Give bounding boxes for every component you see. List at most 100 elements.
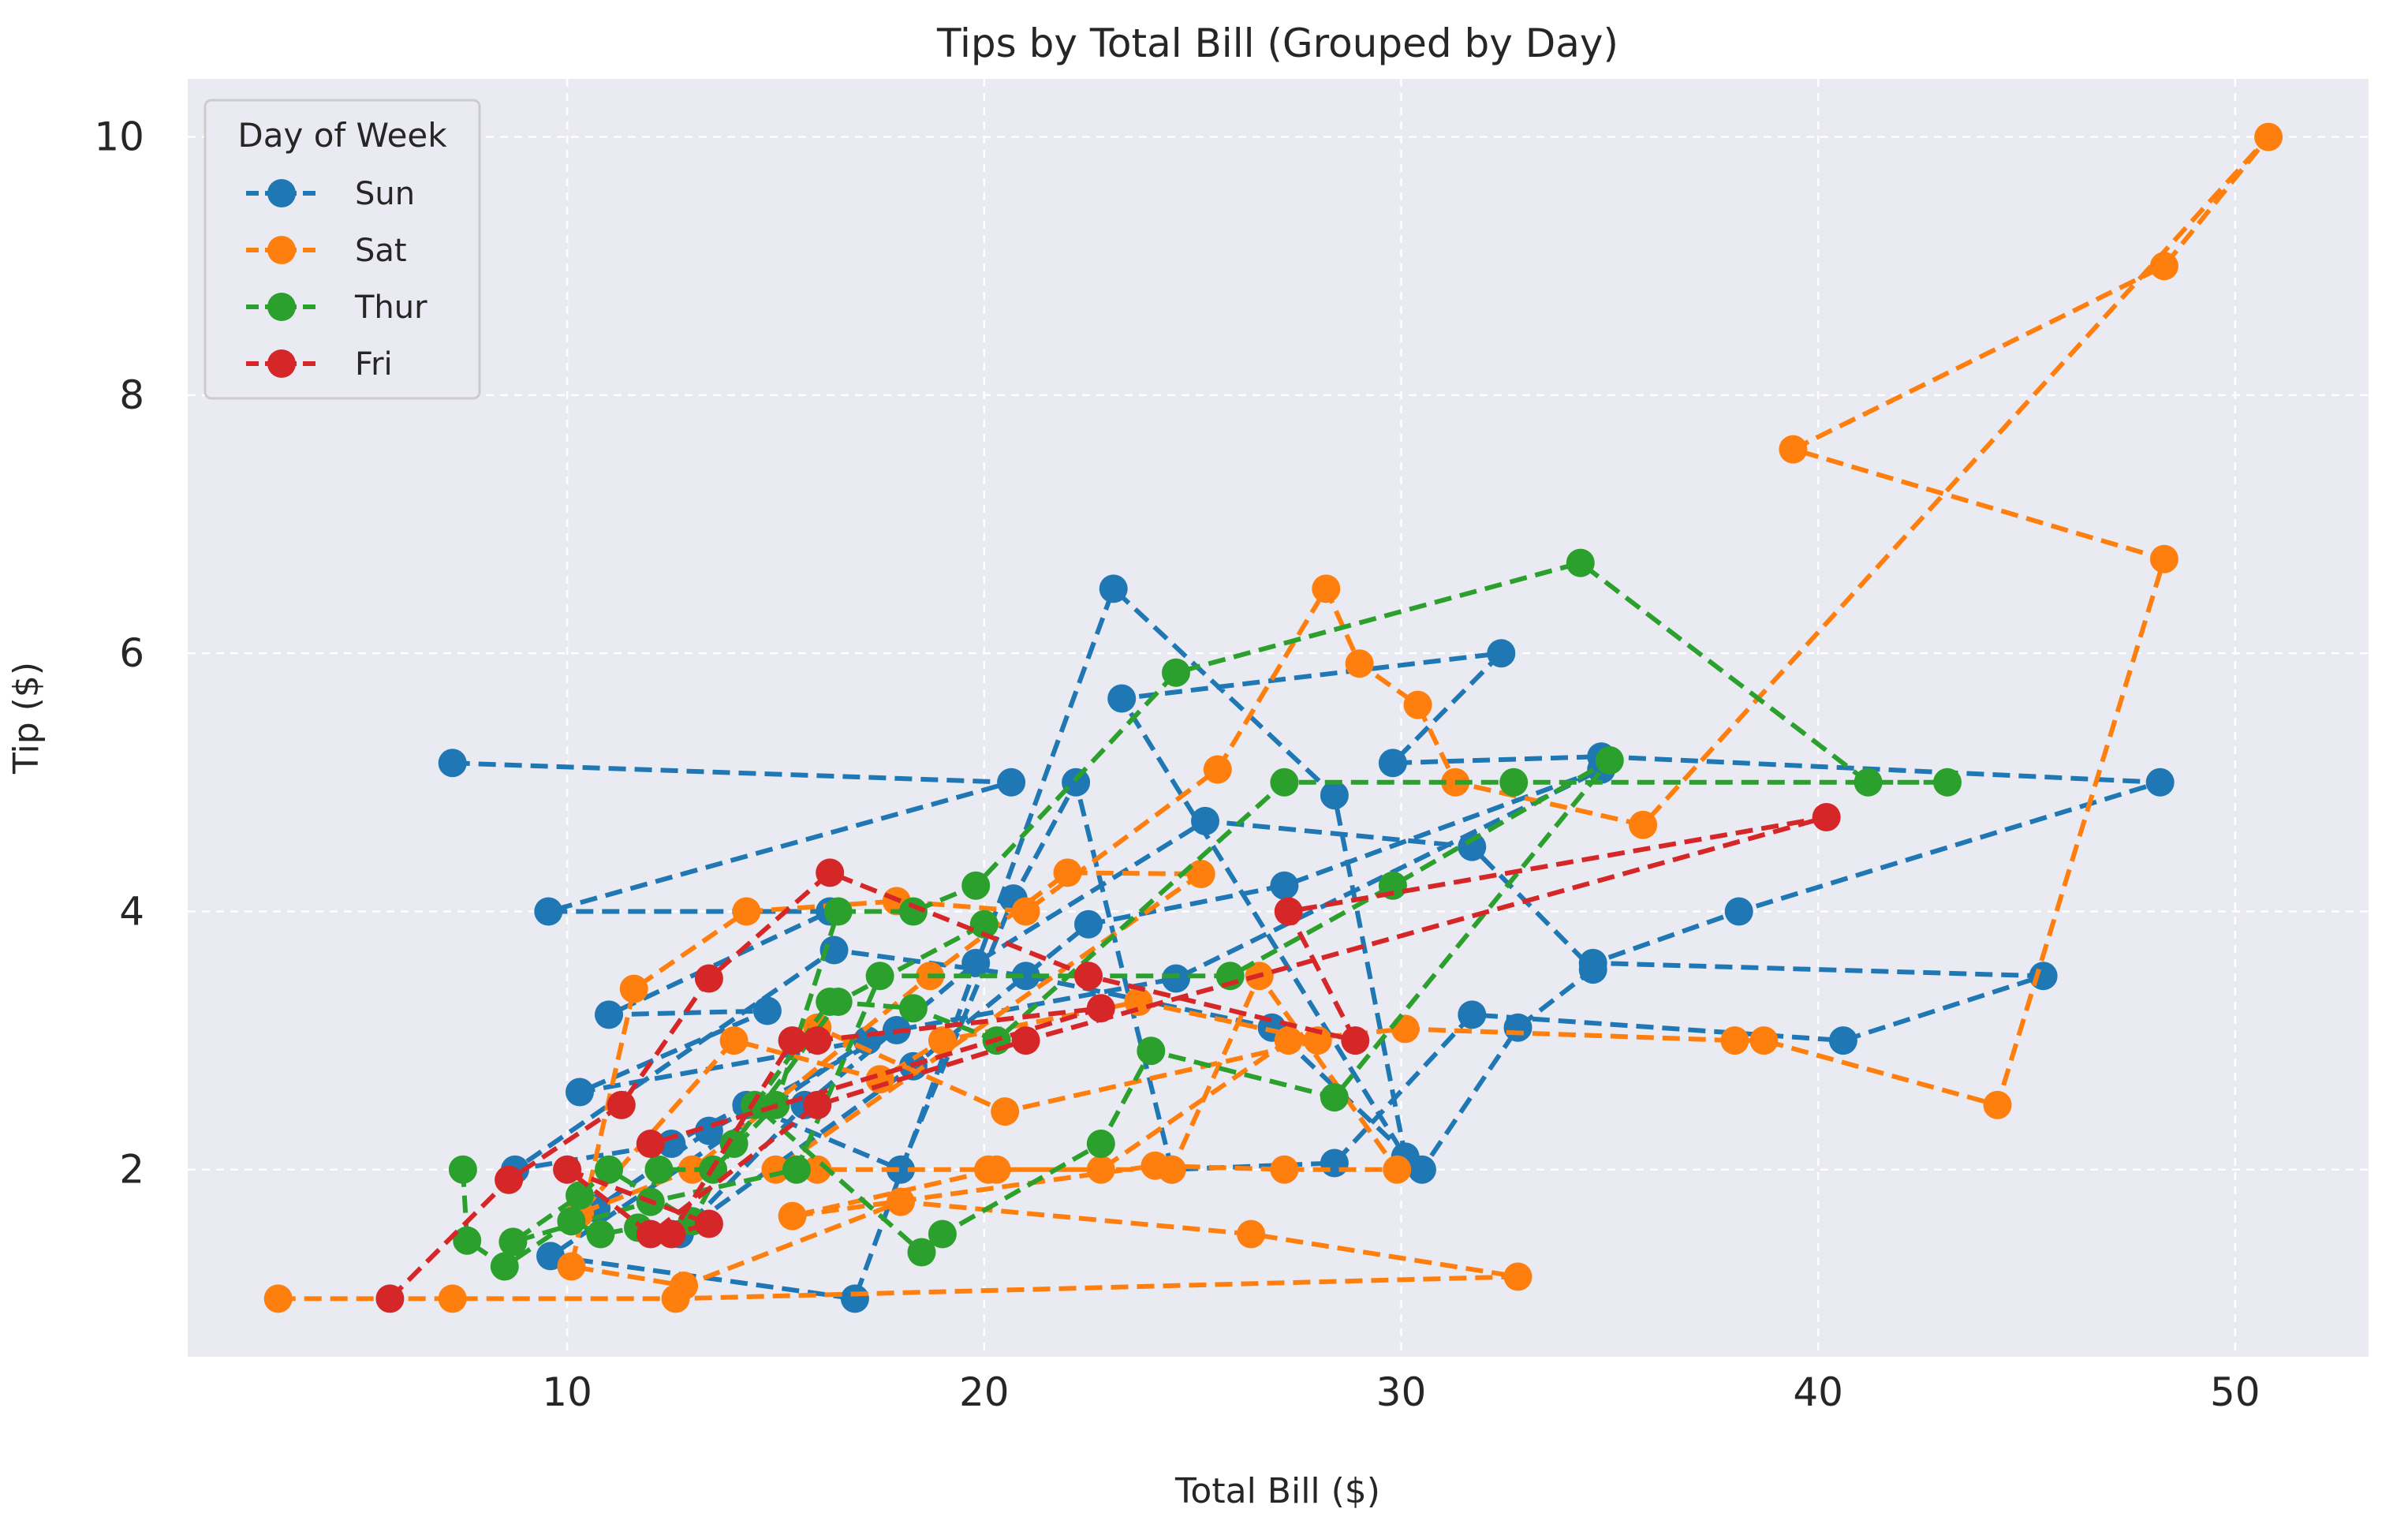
- data-point-sat: [1203, 755, 1232, 784]
- series-sat: [263, 122, 2283, 1313]
- data-point-sat: [1749, 1026, 1779, 1055]
- data-point-thur: [448, 1155, 477, 1184]
- legend-item-sat: Sat: [246, 233, 407, 269]
- legend-swatch-marker: [267, 293, 296, 321]
- legend-item-fri: Fri: [246, 346, 393, 383]
- legend-entries: Sun Sat Thur Fri: [246, 176, 427, 383]
- data-point-fri: [607, 1090, 636, 1119]
- x-tick-label: 50: [2210, 1369, 2261, 1415]
- data-point-sun: [2145, 768, 2175, 797]
- legend-title: Day of Week: [237, 116, 447, 155]
- data-point-fri: [1274, 897, 1303, 926]
- data-point-sun: [840, 1284, 869, 1313]
- data-point-sat: [1383, 1155, 1412, 1184]
- legend-swatch-marker: [267, 236, 296, 264]
- data-point-thur: [557, 1207, 586, 1236]
- data-point-thur: [907, 1238, 936, 1267]
- data-point-sun: [1320, 1148, 1349, 1178]
- data-point-fri: [1011, 1026, 1040, 1055]
- data-point-sat: [732, 897, 761, 926]
- y-tick-label: 6: [119, 630, 144, 676]
- data-point-thur: [1137, 1036, 1166, 1066]
- data-point-fri: [636, 1219, 665, 1249]
- data-point-sat: [2254, 122, 2283, 151]
- data-point-sat: [1312, 574, 1341, 603]
- x-tick-label: 30: [1376, 1369, 1427, 1415]
- data-point-thur: [1933, 768, 1962, 797]
- data-point-thur: [969, 909, 999, 939]
- data-point-sat: [761, 1155, 790, 1184]
- data-point-sun: [595, 1000, 623, 1029]
- data-point-sun: [1458, 832, 1487, 861]
- y-tick-label: 4: [119, 888, 144, 934]
- data-point-sun: [1074, 909, 1103, 939]
- data-point-thur: [1162, 658, 1190, 687]
- data-point-sun: [1828, 1026, 1857, 1055]
- data-point-sat: [1303, 1026, 1332, 1055]
- data-point-sun: [1011, 962, 1040, 991]
- data-point-thur: [1854, 768, 1883, 797]
- data-point-fri: [1341, 1026, 1370, 1055]
- legend-label: Sat: [355, 233, 407, 269]
- y-tick-label: 8: [119, 372, 144, 418]
- data-point-sat: [887, 1187, 915, 1216]
- series-fri: [375, 803, 1841, 1313]
- data-point-thur: [1086, 1130, 1115, 1158]
- data-point-sun: [1320, 781, 1349, 810]
- data-point-sat: [1274, 1026, 1303, 1055]
- data-point-sat: [803, 1155, 832, 1184]
- tick-labels: 10 20 30 40 50 2 4 6 8 10: [94, 114, 2260, 1415]
- data-point-thur: [566, 1181, 594, 1210]
- data-point-sat: [974, 1155, 1003, 1184]
- data-point-sun: [1578, 955, 1607, 984]
- data-point-fri: [553, 1155, 582, 1184]
- data-point-sun: [1407, 1155, 1436, 1184]
- data-point-thur: [928, 1219, 957, 1249]
- data-point-sun: [1099, 574, 1128, 603]
- data-point-sat: [991, 1097, 1020, 1126]
- x-tick-label: 40: [1793, 1369, 1843, 1415]
- legend-swatch-marker: [267, 179, 296, 207]
- data-point-fri: [694, 1209, 723, 1238]
- data-point-sun: [1107, 684, 1137, 713]
- data-point-fri: [495, 1165, 524, 1194]
- y-axis-label: Tip ($): [6, 662, 47, 775]
- data-point-sat: [1345, 649, 1374, 678]
- data-point-fri: [803, 1026, 832, 1055]
- data-point-fri: [1812, 803, 1841, 831]
- data-point-fri: [375, 1284, 405, 1313]
- data-point-sat: [2149, 544, 2178, 573]
- data-point-sun: [997, 768, 1026, 797]
- data-point-sat: [778, 1201, 807, 1231]
- data-point-thur: [1499, 768, 1529, 797]
- data-point-sat: [438, 1284, 467, 1313]
- data-point-thur: [823, 988, 853, 1016]
- data-point-sat: [1503, 1262, 1533, 1291]
- legend-item-sun: Sun: [246, 176, 415, 212]
- data-point-fri: [803, 1090, 832, 1119]
- data-point-fri: [1086, 994, 1115, 1023]
- y-tick-label: 10: [94, 114, 144, 160]
- data-point-sun: [1503, 1013, 1533, 1042]
- data-point-sat: [557, 1252, 586, 1281]
- data-point-sat: [1779, 435, 1808, 464]
- data-point-sun: [752, 996, 782, 1025]
- legend-label: Fri: [355, 346, 393, 383]
- data-point-sun: [1458, 1000, 1487, 1029]
- data-point-sun: [2029, 962, 2058, 991]
- legend-label: Thur: [354, 289, 427, 326]
- data-point-sat: [2149, 252, 2178, 281]
- data-point-sun: [1162, 964, 1190, 993]
- data-point-fri: [778, 1026, 807, 1055]
- data-point-thur: [898, 897, 928, 926]
- data-point-thur: [453, 1226, 482, 1255]
- data-point-sun: [1724, 897, 1753, 926]
- data-point-thur: [782, 1155, 811, 1184]
- data-point-sun: [1191, 806, 1219, 835]
- data-point-thur: [1320, 1083, 1349, 1112]
- data-point-sat: [1011, 897, 1040, 926]
- y-tick-label: 2: [119, 1147, 144, 1193]
- data-point-thur: [1270, 768, 1299, 797]
- data-point-thur: [1566, 548, 1595, 577]
